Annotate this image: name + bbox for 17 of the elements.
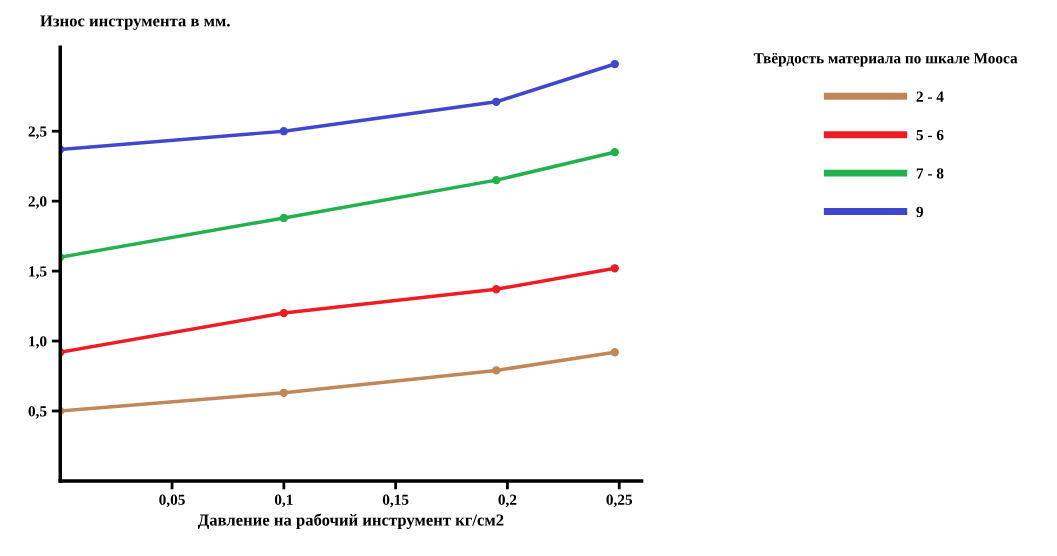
x-tick-label: 0,2 xyxy=(498,494,517,508)
y-tick-label: 2,0 xyxy=(28,196,47,209)
x-tick-label: 0,1 xyxy=(274,494,293,508)
y-axis-title: Износ инструмента в мм. xyxy=(40,15,230,30)
x-tick-label: 0,15 xyxy=(382,494,409,508)
x-tick-label: 0,05 xyxy=(159,494,185,508)
y-tick-label: 0,5 xyxy=(28,406,47,419)
legend-label: 7 - 8 xyxy=(916,168,944,179)
y-tick-label: 1,5 xyxy=(29,266,47,279)
legend-label: 2 - 4 xyxy=(916,91,944,102)
y-tick-label: 1,0 xyxy=(29,336,47,349)
y-tick-label: 2,5 xyxy=(28,126,47,139)
x-tick-label: 0,25 xyxy=(606,494,633,508)
legend-label: 5 - 6 xyxy=(916,129,944,141)
legend-title: Твёрдость материала по шкале Мооса xyxy=(753,53,1018,67)
x-axis-title: Давление на рабочий инструмент кг/см2 xyxy=(197,513,504,530)
legend-label: 9 xyxy=(916,206,924,217)
